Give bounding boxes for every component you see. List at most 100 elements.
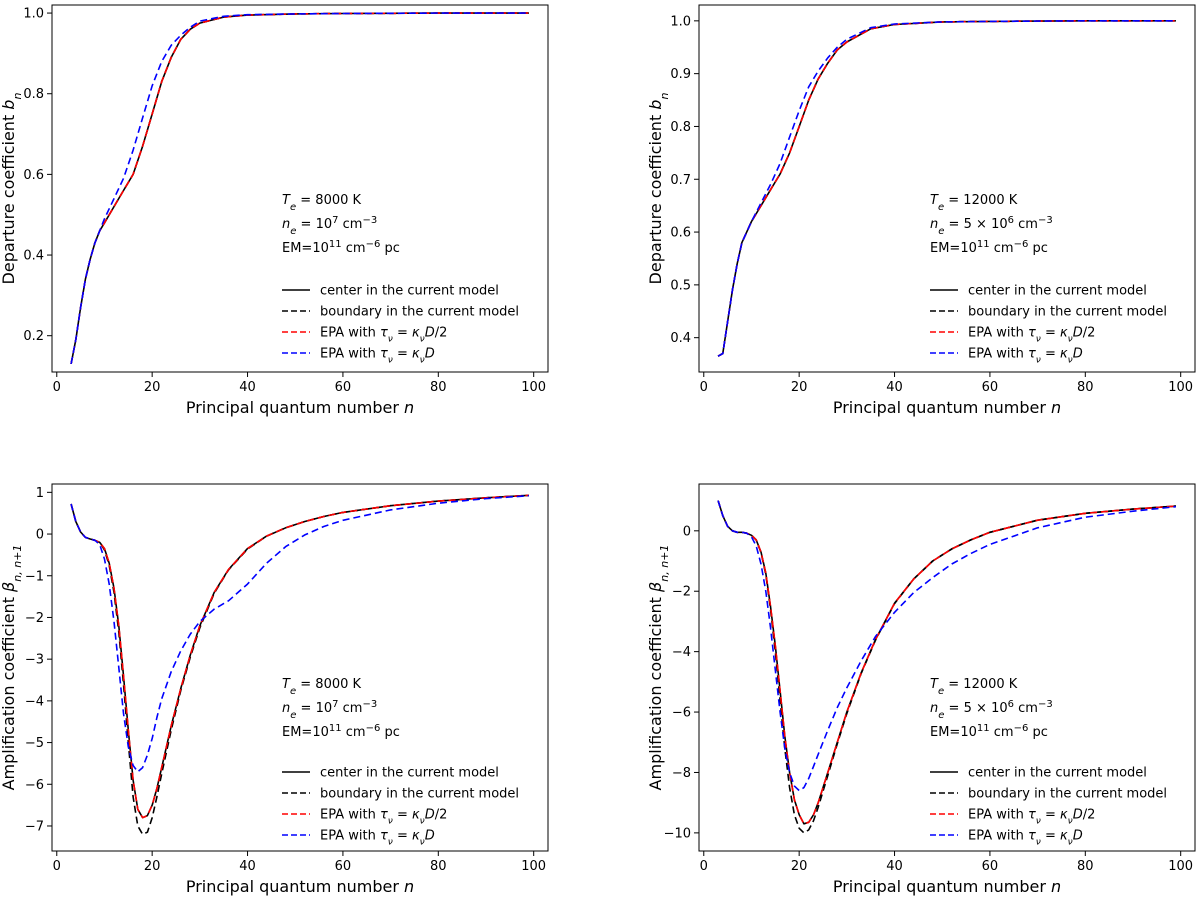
y-tick-label: 1	[36, 486, 44, 501]
annotation-line: Te = 12000 K	[930, 677, 1018, 697]
series-line-4	[70, 12, 529, 365]
axes-frame	[698, 4, 1196, 373]
x-tick-label: 20	[144, 859, 161, 874]
y-tick-label: 0.6	[23, 168, 44, 183]
x-tick-label: 80	[430, 380, 447, 395]
y-axis-label: Departure coefficient bn	[646, 93, 671, 285]
annotation-line: ne = 5 × 106 cm−3	[930, 699, 1053, 721]
annotation-line: EM=1011 cm−6 pc	[930, 723, 1048, 741]
x-tick-label: 60	[335, 859, 352, 874]
legend: center in the current model boundary in t…	[930, 766, 1167, 848]
y-tick-label: −6	[25, 778, 44, 793]
axes-frame	[51, 483, 549, 852]
x-tick-label: 100	[1168, 859, 1193, 874]
y-tick-label: 0	[683, 524, 691, 539]
series-group	[70, 12, 529, 365]
x-axis-label: Principal quantum number n	[186, 877, 414, 896]
chart-panel-4: 0 20 40 60 80 100 −10 −8 −6 −4 −2 0 Principal quantu…	[646, 483, 1196, 896]
legend-label: boundary in the current model	[320, 787, 519, 802]
y-tick-label: 0.4	[670, 331, 691, 346]
legend-label: center in the current model	[320, 766, 499, 781]
annotation-line: ne = 107 cm−3	[282, 699, 377, 721]
legend-label: center in the current model	[968, 284, 1147, 299]
series-group	[70, 494, 529, 836]
legend-label: boundary in the current model	[968, 305, 1167, 320]
x-tick-label: 20	[791, 859, 808, 874]
y-tick-label: −8	[672, 766, 691, 781]
y-tick-label: 0	[36, 528, 44, 543]
y-tick-label: −2	[25, 611, 44, 626]
axes-frame	[51, 4, 549, 373]
x-tick-label: 0	[53, 380, 61, 395]
y-axis-label: Departure coefficient bn	[0, 93, 24, 285]
legend: center in the current model boundary in t…	[930, 284, 1167, 366]
annotation-line: EM=1011 cm−6 pc	[282, 239, 400, 257]
legend-label: center in the current model	[320, 284, 499, 299]
legend-label: EPA with τν = κνD/2	[320, 808, 447, 827]
series-line-4	[70, 494, 529, 773]
x-tick-label: 0	[700, 380, 708, 395]
series-line-4	[717, 500, 1176, 792]
y-tick-label: 1.0	[23, 7, 44, 22]
x-tick-label: 80	[430, 859, 447, 874]
x-tick-label: 80	[1077, 859, 1094, 874]
x-tick-label: 80	[1077, 380, 1094, 395]
annotation-line: EM=1011 cm−6 pc	[282, 723, 400, 741]
series-line-4	[717, 20, 1176, 357]
y-tick-label: 0.6	[670, 226, 691, 241]
x-tick-label: 100	[521, 859, 546, 874]
y-tick-label: 0.9	[670, 67, 691, 82]
x-tick-label: 100	[1168, 380, 1193, 395]
y-tick-label: 0.4	[23, 249, 44, 264]
y-tick-label: −5	[25, 736, 44, 751]
y-tick-label: −7	[25, 819, 44, 834]
x-tick-label: 40	[239, 380, 256, 395]
y-tick-label: −3	[25, 653, 44, 668]
series-line-3	[70, 494, 529, 819]
legend-label: EPA with τν = κνD	[968, 829, 1083, 848]
annotation-line: ne = 107 cm−3	[282, 215, 377, 237]
y-tick-label: −4	[25, 694, 44, 709]
y-axis-label: Amplification coefficient βn, n+1	[0, 545, 24, 791]
x-tick-label: 0	[700, 859, 708, 874]
legend-label: boundary in the current model	[968, 787, 1167, 802]
x-tick-label: 40	[886, 859, 903, 874]
chart-panel-2: 0 20 40 60 80 100 0.4 0.5 0.6 0.7 0.8 0.9 1.0 Princip…	[646, 4, 1196, 417]
legend-label: EPA with τν = κνD	[320, 829, 435, 848]
annotation-line: EM=1011 cm−6 pc	[930, 239, 1048, 257]
series-line-2	[717, 500, 1176, 834]
y-tick-label: 1.0	[670, 14, 691, 29]
x-tick-label: 60	[982, 380, 999, 395]
y-tick-label: 0.8	[23, 87, 44, 102]
x-axis-label: Principal quantum number n	[833, 398, 1061, 417]
y-tick-label: −10	[664, 826, 691, 841]
x-axis-label: Principal quantum number n	[186, 398, 414, 417]
legend: center in the current model boundary in t…	[282, 766, 519, 848]
legend-label: boundary in the current model	[320, 305, 519, 320]
legend-label: EPA with τν = κνD/2	[968, 326, 1095, 345]
y-tick-label: −6	[672, 706, 691, 721]
series-group	[717, 20, 1176, 357]
legend-label: EPA with τν = κνD	[968, 347, 1083, 366]
legend: center in the current model boundary in t…	[282, 284, 519, 366]
x-tick-label: 20	[144, 380, 161, 395]
x-axis-label: Principal quantum number n	[833, 877, 1061, 896]
y-tick-label: −4	[672, 645, 691, 660]
x-tick-label: 40	[239, 859, 256, 874]
annotation-line: Te = 8000 K	[282, 193, 362, 213]
legend-label: center in the current model	[968, 766, 1147, 781]
legend-label: EPA with τν = κνD/2	[968, 808, 1095, 827]
axes-frame	[698, 483, 1196, 852]
x-tick-label: 40	[886, 380, 903, 395]
annotation-line: Te = 8000 K	[282, 677, 362, 697]
x-tick-label: 60	[982, 859, 999, 874]
x-tick-label: 60	[335, 380, 352, 395]
y-tick-label: 0.8	[670, 120, 691, 135]
annotation-line: ne = 5 × 106 cm−3	[930, 215, 1053, 237]
y-tick-label: 0.2	[23, 329, 44, 344]
y-tick-label: −1	[25, 569, 44, 584]
chart-panel-1: 0 20 40 60 80 100 0.2 0.4 0.6 0.8 1.0 Principal qua…	[0, 4, 549, 417]
legend-label: EPA with τν = κνD/2	[320, 326, 447, 345]
series-group	[717, 500, 1176, 834]
